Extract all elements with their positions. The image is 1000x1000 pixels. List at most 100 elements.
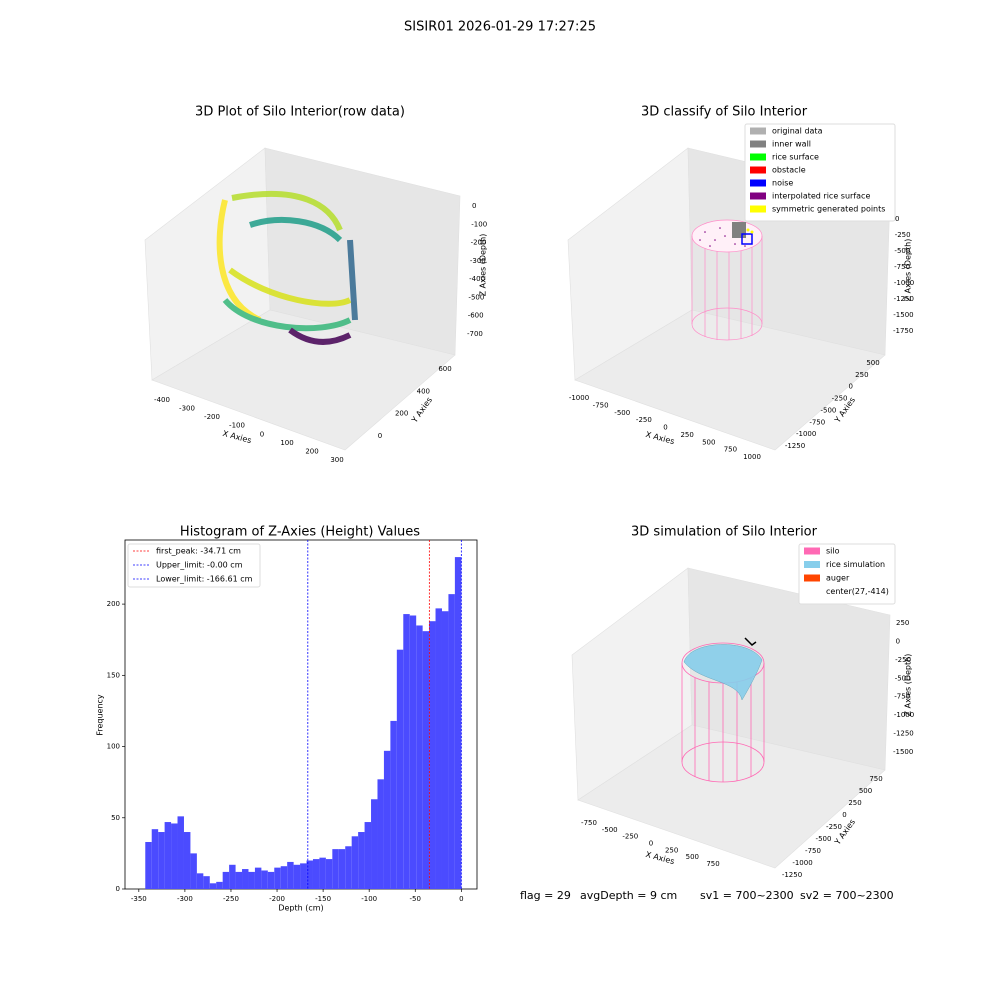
bar — [203, 876, 210, 889]
bar — [242, 869, 249, 889]
bar — [177, 816, 184, 889]
x-tick-label: -150 — [315, 895, 331, 903]
x-tick-label: -50 — [410, 895, 421, 903]
z-tick-label: -500 — [895, 674, 911, 682]
x-tick-label: -200 — [269, 895, 285, 903]
z-tick-label: -1250 — [894, 295, 914, 303]
bar — [158, 832, 165, 889]
z-tick-label: 0 — [896, 637, 900, 645]
bar — [183, 832, 191, 889]
bar — [248, 871, 255, 889]
bar — [261, 870, 268, 889]
z-tick-label: -1000 — [894, 711, 914, 719]
bar — [416, 625, 423, 889]
x-tick-label: -500 — [602, 826, 618, 834]
x-tick-label: -750 — [593, 401, 609, 409]
x-tick-label: 100 — [280, 439, 293, 447]
x-tick-label: 500 — [686, 853, 699, 861]
bar — [222, 871, 230, 889]
bar — [390, 720, 397, 889]
z-tick-label: -100 — [471, 220, 487, 228]
bar — [151, 829, 159, 889]
x-tick-label: -200 — [204, 413, 220, 421]
bar — [435, 608, 442, 889]
y-tick-label: 200 — [107, 600, 120, 608]
bar — [293, 864, 301, 889]
legend-label: center(27,-414) — [826, 587, 889, 596]
chart-title: 3D simulation of Silo Interior — [631, 525, 818, 540]
bar — [209, 883, 217, 889]
y-tick-label: 500 — [859, 787, 872, 795]
bar — [332, 849, 339, 889]
x-tick-label: -400 — [154, 396, 170, 404]
x-tick-label: 750 — [724, 446, 737, 454]
x-axis-label: Depth (cm) — [278, 904, 323, 913]
y-tick-label: 400 — [417, 387, 430, 395]
y-tick-label: 0 — [842, 811, 846, 819]
legend-swatch — [750, 166, 766, 174]
y-tick-label: 250 — [848, 799, 861, 807]
bar — [280, 866, 288, 889]
bar — [364, 822, 372, 889]
legend-swatch — [750, 205, 766, 213]
y-tick-label: 150 — [107, 671, 120, 679]
chart-title: Histogram of Z-Axies (Height) Values — [180, 525, 420, 540]
y-tick-label: 0 — [116, 885, 120, 893]
x-tick-label: -750 — [581, 819, 597, 827]
bar — [383, 750, 391, 889]
bar — [196, 873, 204, 889]
y-tick-label: 250 — [855, 371, 868, 379]
footer-sv1: sv1 = 700~2300 — [700, 889, 794, 902]
bar — [441, 611, 449, 889]
y-tick-label: -1000 — [792, 859, 812, 867]
x-tick-label: 750 — [706, 860, 719, 868]
bar — [409, 615, 417, 889]
legend-swatch — [804, 588, 820, 595]
bar — [396, 649, 404, 889]
bar — [377, 779, 384, 889]
z-tick-label: 0 — [895, 215, 899, 223]
bar — [216, 881, 223, 889]
y-tick-label: -750 — [809, 418, 825, 426]
x-tick-label: 250 — [680, 431, 693, 439]
bar — [429, 621, 436, 889]
bar — [190, 853, 197, 889]
z-tick-label: -1750 — [893, 327, 913, 335]
legend-swatch — [750, 192, 766, 200]
z-tick-label: -250 — [895, 656, 911, 664]
z-tick-label: 0 — [472, 202, 476, 210]
y-tick-label: -250 — [826, 823, 842, 831]
legend-label: obstacle — [772, 166, 806, 175]
x-tick-label: 0 — [260, 430, 264, 438]
y-tick-label: -1000 — [796, 430, 816, 438]
legend-label: auger — [826, 574, 850, 583]
x-tick-label: -350 — [131, 895, 147, 903]
legend-swatch — [804, 574, 820, 582]
legend-label: first_peak: -34.71 cm — [156, 547, 241, 556]
y-tick-label: 0 — [848, 383, 852, 391]
y-tick-label: 500 — [866, 359, 879, 367]
legend-label: rice surface — [772, 153, 819, 162]
y-tick-label: 100 — [107, 743, 120, 751]
x-tick-label: 0 — [649, 840, 653, 848]
z-tick-label: -750 — [894, 693, 910, 701]
y-tick-label: 750 — [869, 775, 882, 783]
z-tick-label: -300 — [470, 257, 486, 265]
bar — [171, 823, 178, 889]
z-tick-label: -1250 — [893, 730, 913, 738]
bar — [325, 859, 333, 889]
z-tick-label: -500 — [894, 247, 910, 255]
x-tick-label: 1000 — [743, 453, 761, 461]
legend-label: Upper_limit: -0.00 cm — [156, 561, 243, 570]
z-axis-label: Z Axies (Depth) — [479, 234, 488, 297]
x-tick-label: 0 — [459, 895, 463, 903]
bar — [164, 822, 172, 889]
bar — [454, 557, 462, 889]
legend-label: symmetric generated points — [772, 205, 885, 214]
y-tick-label: 50 — [111, 814, 120, 822]
bar — [274, 867, 281, 889]
y-tick-label: 600 — [438, 365, 451, 373]
bar — [287, 861, 294, 889]
legend-box — [744, 123, 896, 222]
